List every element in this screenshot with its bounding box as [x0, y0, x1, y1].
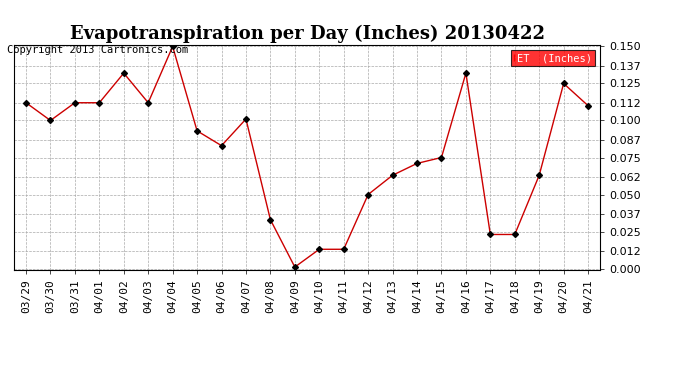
- Title: Evapotranspiration per Day (Inches) 20130422: Evapotranspiration per Day (Inches) 2013…: [70, 25, 544, 44]
- Text: Copyright 2013 Cartronics.com: Copyright 2013 Cartronics.com: [7, 45, 188, 55]
- Legend: ET  (Inches): ET (Inches): [511, 50, 595, 66]
